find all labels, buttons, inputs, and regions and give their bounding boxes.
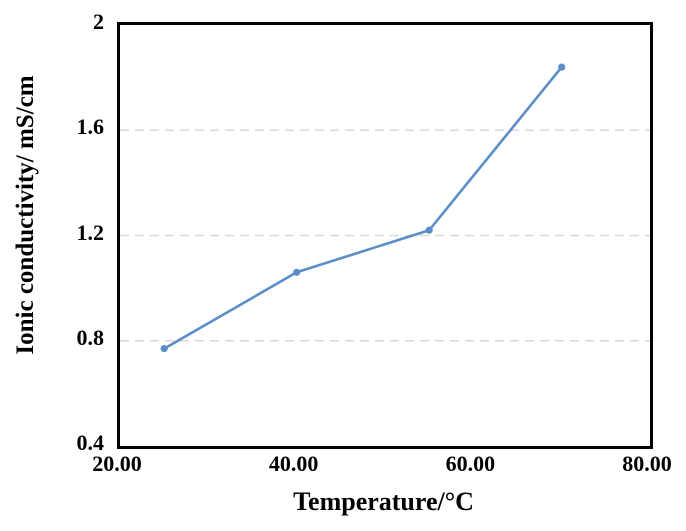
data-series-line: [162, 65, 564, 350]
data-point-marker: [160, 345, 168, 353]
plot-canvas: [120, 63, 650, 353]
x-axis-title: Temperature/°C: [293, 487, 474, 516]
x-axis-tick-label: 80.00: [622, 451, 672, 476]
plot-area: [117, 22, 653, 449]
data-point-marker: [558, 63, 566, 71]
y-axis-tick-label: 2: [93, 9, 104, 34]
x-axis-tick-label: 60.00: [445, 451, 496, 476]
x-axis-tick-label: 20.00: [92, 451, 142, 476]
y-axis-tick-label: 1.2: [76, 219, 105, 245]
y-axis-tick-label: 1.6: [76, 114, 105, 140]
x-axis-tick-label: 40.00: [268, 451, 319, 476]
data-point-marker: [293, 268, 301, 276]
y-axis-tick-label: 0.8: [76, 324, 105, 350]
y-axis-tick-label: 0.4: [76, 430, 105, 455]
data-point-marker: [425, 226, 433, 234]
